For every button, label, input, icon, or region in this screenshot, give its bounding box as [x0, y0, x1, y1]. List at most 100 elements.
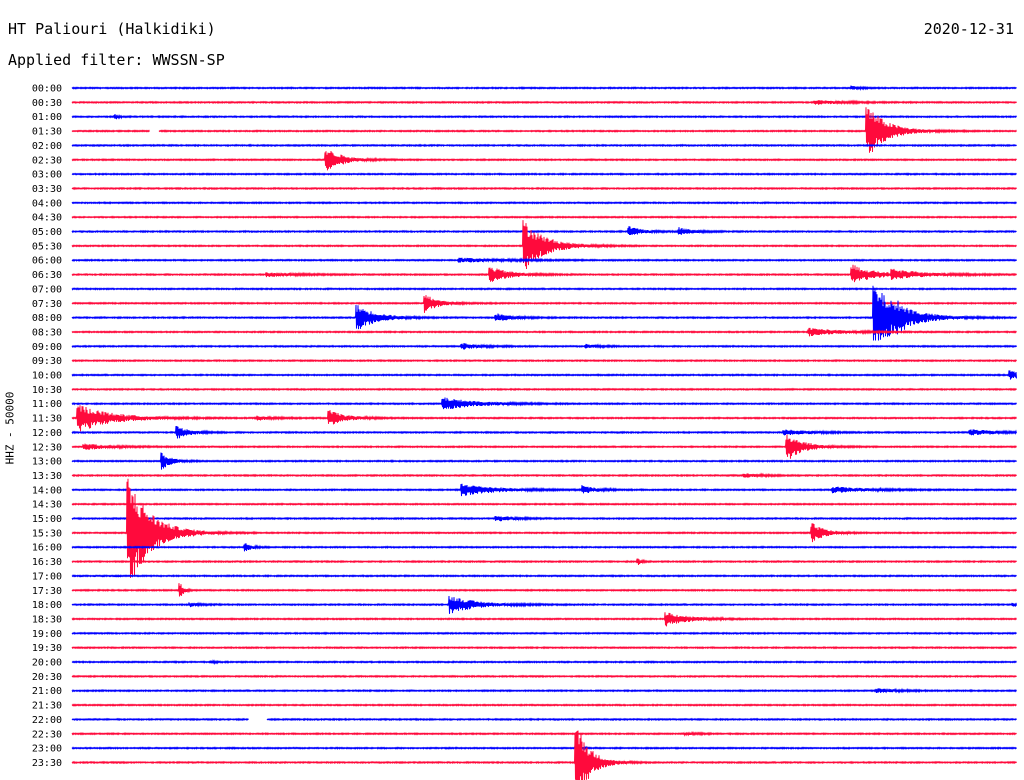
- trace-line: [71, 452, 1017, 470]
- trace-line: [71, 558, 1017, 566]
- time-label: 09:30: [32, 356, 62, 367]
- time-label: 00:00: [32, 84, 62, 95]
- trace-line: [71, 186, 1017, 191]
- trace-line: [71, 143, 1017, 148]
- time-label: 05:30: [32, 241, 62, 252]
- trace-line: [71, 674, 1017, 679]
- time-label: 15:30: [32, 528, 62, 539]
- trace-layer: [71, 85, 1017, 780]
- trace-line: [71, 287, 1017, 291]
- trace-line: [71, 99, 1017, 106]
- trace-line: [71, 295, 1017, 313]
- trace-line: [71, 595, 1017, 614]
- trace-line: [71, 730, 1017, 737]
- trace-line: [71, 172, 1017, 176]
- trace-line: [71, 113, 1017, 120]
- time-label: 21:00: [32, 686, 62, 697]
- trace-line: [71, 502, 1017, 506]
- trace-line: [71, 745, 1017, 751]
- trace-line: [71, 583, 1017, 597]
- trace-line: [71, 573, 1017, 578]
- time-label: 12:30: [32, 442, 62, 453]
- time-label: 08:00: [32, 313, 62, 324]
- trace-line: [71, 370, 1017, 380]
- trace-line: [71, 107, 1017, 153]
- time-label: 22:00: [32, 715, 62, 726]
- trace-line: [71, 483, 1017, 497]
- time-label: 06:30: [32, 270, 62, 281]
- time-label: 23:30: [32, 758, 62, 769]
- trace-line: [71, 478, 1017, 578]
- time-label: 20:30: [32, 672, 62, 683]
- filter-label: Applied filter: WWSSN-SP: [8, 51, 225, 69]
- time-label: 13:30: [32, 471, 62, 482]
- trace-line: [71, 327, 1017, 337]
- time-label: 18:30: [32, 614, 62, 625]
- trace-line: [71, 612, 1017, 627]
- trace-line: [71, 703, 1017, 707]
- time-label: 04:30: [32, 213, 62, 224]
- station-title: HT Paliouri (Halkidiki): [8, 20, 216, 38]
- time-label: 13:00: [32, 457, 62, 468]
- time-label: 01:30: [32, 127, 62, 138]
- trace-line: [71, 226, 1017, 236]
- time-label: 20:00: [32, 658, 62, 669]
- time-label: 12:00: [32, 428, 62, 439]
- y-axis-label: HHZ - 50000: [0, 392, 20, 465]
- time-label: 04:00: [32, 198, 62, 209]
- trace-line: [71, 687, 1017, 694]
- time-label: 11:00: [32, 399, 62, 410]
- trace-line: [71, 343, 1017, 350]
- record-date: 2020-12-31: [923, 20, 1014, 38]
- time-label: 08:30: [32, 327, 62, 338]
- time-label: 19:30: [32, 643, 62, 654]
- time-label: 11:30: [32, 414, 62, 425]
- trace-line: [71, 631, 1017, 636]
- time-label: 21:30: [32, 701, 62, 712]
- trace-line: [71, 358, 1017, 363]
- trace-line: [71, 730, 1017, 780]
- time-label: 02:30: [32, 155, 62, 166]
- trace-line: [71, 220, 1017, 270]
- y-axis-label-text: HHZ - 50000: [3, 391, 17, 465]
- trace-line: [71, 645, 1017, 650]
- time-label: 05:00: [32, 227, 62, 238]
- trace-line: [71, 543, 1017, 552]
- time-label: 06:00: [32, 256, 62, 267]
- time-label: 03:00: [32, 170, 62, 181]
- time-label: 00:30: [32, 98, 62, 109]
- time-label: 18:00: [32, 600, 62, 611]
- time-label: 15:00: [32, 514, 62, 525]
- time-label: 23:00: [32, 744, 62, 755]
- trace-line: [71, 515, 1017, 522]
- time-label: 16:00: [32, 543, 62, 554]
- time-label: 07:30: [32, 299, 62, 310]
- time-label: 22:30: [32, 729, 62, 740]
- time-label: 09:00: [32, 342, 62, 353]
- time-label: 02:00: [32, 141, 62, 152]
- time-label: 19:00: [32, 629, 62, 640]
- trace-line: [71, 264, 1017, 283]
- time-label: 14:00: [32, 485, 62, 496]
- trace-line: [71, 397, 1017, 410]
- time-label: 14:30: [32, 500, 62, 511]
- time-label: 10:00: [32, 371, 62, 382]
- trace-line: [71, 425, 1017, 439]
- trace-line: [71, 285, 1017, 341]
- time-labels: 00:00 00:30 01:00 01:30 02:00 02:30 03:00 03:30…: [32, 84, 62, 769]
- time-label: 01:00: [32, 112, 62, 123]
- time-label: 17:30: [32, 586, 62, 597]
- trace-line: [71, 434, 1017, 459]
- time-label: 10:30: [32, 385, 62, 396]
- trace-line: [71, 257, 1017, 264]
- time-label: 07:00: [32, 284, 62, 295]
- time-label: 03:30: [32, 184, 62, 195]
- trace-line: [71, 215, 1017, 219]
- trace-line: [71, 85, 1017, 92]
- trace-line: [71, 405, 1017, 432]
- time-label: 16:30: [32, 557, 62, 568]
- trace-line: [71, 659, 1017, 666]
- trace-line: [71, 717, 1017, 722]
- time-label: 17:00: [32, 571, 62, 582]
